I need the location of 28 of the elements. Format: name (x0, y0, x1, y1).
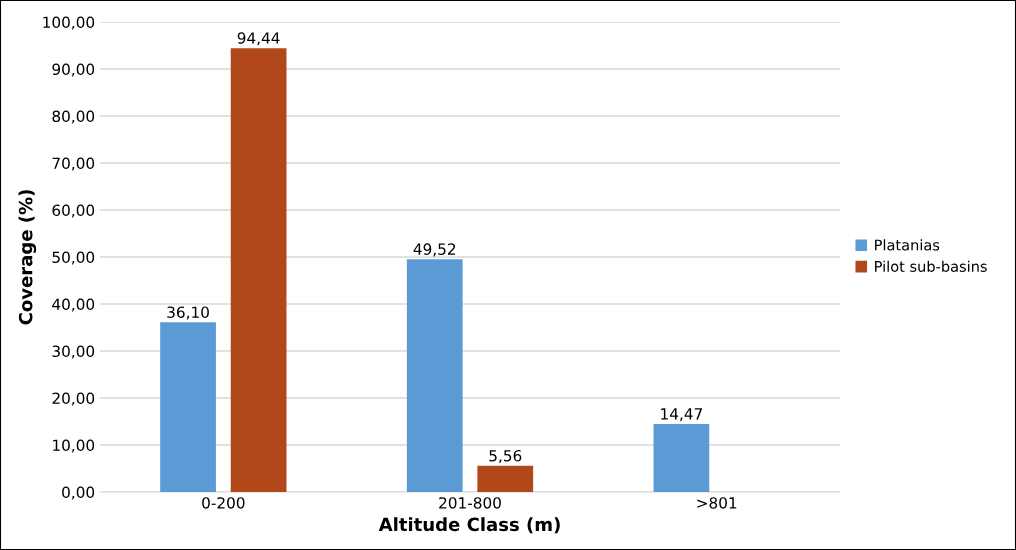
legend-label: Pilot sub-basins (875, 260, 987, 272)
data-label: 49,52 (413, 243, 456, 257)
y-tick-label: 50,00 (52, 251, 95, 265)
y-tick-label: 30,00 (52, 345, 95, 359)
y-tick-label: 90,00 (52, 63, 95, 77)
bar (477, 465, 534, 492)
y-tick-label: 80,00 (52, 110, 95, 124)
y-axis-title: Coverage (%) (18, 190, 37, 325)
y-tick-label: 60,00 (52, 204, 95, 218)
y-tick-label: 100,00 (43, 16, 95, 30)
data-label: 5,56 (489, 449, 522, 464)
x-axis-title: Altitude Class (m) (378, 517, 560, 534)
y-tick-label: 40,00 (52, 298, 95, 312)
x-tick-label: 201-800 (439, 497, 501, 509)
y-tick-label: 20,00 (52, 392, 95, 406)
bar (406, 259, 463, 492)
x-tick-label: 0-200 (202, 497, 245, 509)
bar (653, 423, 710, 492)
data-label: 36,10 (167, 306, 209, 320)
y-tick-label: 70,00 (52, 157, 95, 171)
data-label: 94,44 (237, 32, 280, 46)
y-tick-label: 0,00 (62, 486, 95, 500)
bar (160, 322, 216, 492)
legend-label: Platanias (875, 239, 940, 251)
data-label: 14,47 (661, 408, 702, 422)
y-tick-label: 10,00 (53, 439, 95, 453)
x-tick-label: >801 (697, 497, 737, 509)
bar (230, 48, 287, 492)
